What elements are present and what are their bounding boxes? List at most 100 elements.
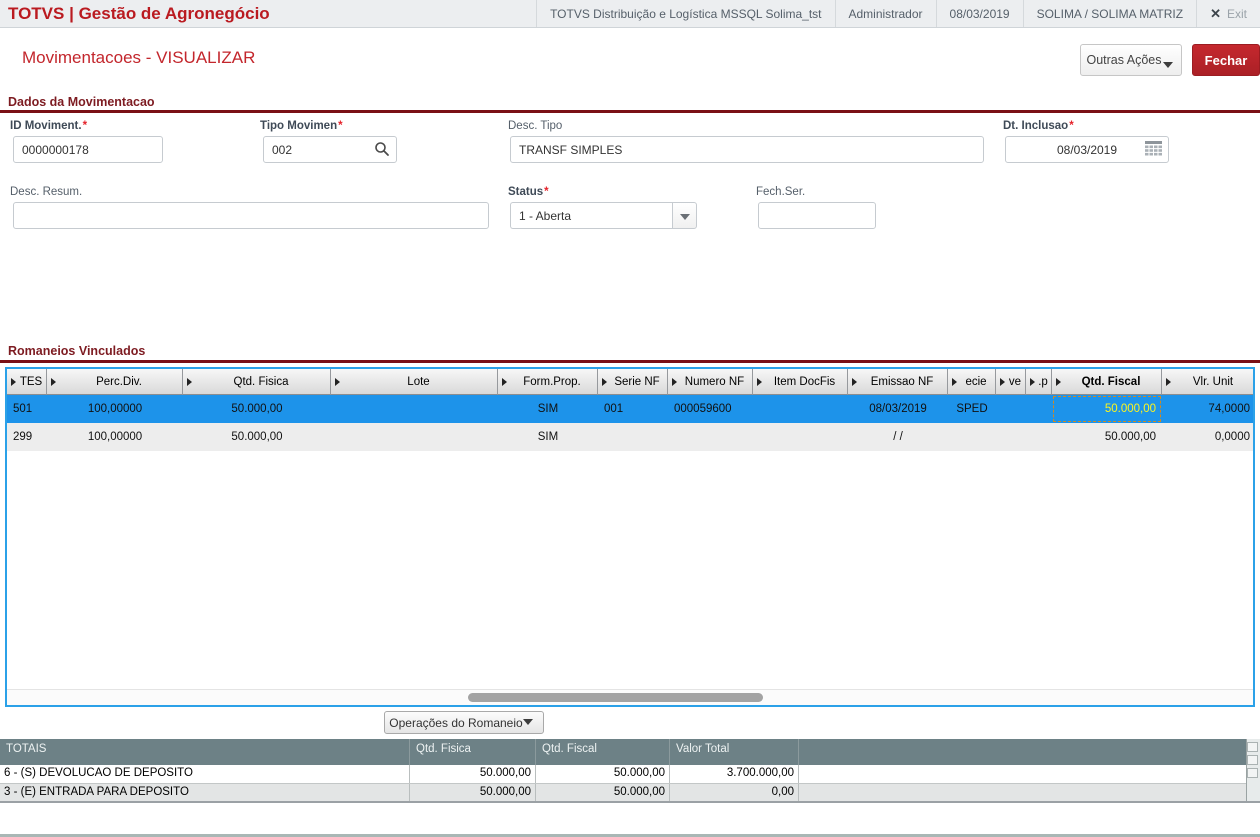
calendar-icon[interactable] xyxy=(1145,141,1162,161)
column-header-3[interactable]: Lote xyxy=(331,369,498,395)
field-status: Status xyxy=(508,186,697,229)
column-header-8[interactable]: Emissao NF xyxy=(848,369,948,395)
column-sort-arrow-icon xyxy=(757,377,762,386)
table-cell: 0,0000 xyxy=(1214,431,1250,443)
tipo-movimen-input[interactable] xyxy=(263,136,397,163)
column-header-12[interactable]: Qtd. Fiscal xyxy=(1052,369,1162,395)
scrollbar-button[interactable] xyxy=(1247,755,1258,765)
totals-header-row: TOTAIS Qtd. Fisica Qtd. Fiscal Valor Total xyxy=(0,739,1260,765)
column-sort-arrow-icon xyxy=(1000,377,1005,386)
field-fech-ser: Fech.Ser. xyxy=(756,186,876,229)
close-button[interactable]: Fechar xyxy=(1192,44,1260,76)
table-cell xyxy=(753,423,848,451)
other-actions-button[interactable]: Outras Ações xyxy=(1080,44,1182,76)
field-label: Dt. Inclusao xyxy=(1003,120,1169,132)
top-menu: TOTVS Distribuição e Logística MSSQL Sol… xyxy=(536,0,1260,27)
environment-label: TOTVS Distribuição e Logística MSSQL Sol… xyxy=(536,0,834,27)
column-header-label: Qtd. Fisica xyxy=(233,375,289,388)
id-moviment-input[interactable] xyxy=(13,136,163,163)
field-desc-resum: Desc. Resum. xyxy=(10,186,489,229)
status-dropdown-button[interactable] xyxy=(672,202,697,229)
top-bar: TOTVS | Gestão de Agronegócio TOTVS Dist… xyxy=(0,0,1260,28)
status-input[interactable] xyxy=(510,202,672,229)
page-title: Movimentacoes - VISUALIZAR xyxy=(22,48,256,67)
field-label: Fech.Ser. xyxy=(756,186,806,198)
table-cell: SIM xyxy=(537,431,559,443)
totals-table: TOTAIS Qtd. Fisica Qtd. Fiscal Valor Total … xyxy=(0,739,1260,803)
column-header-label: Serie NF xyxy=(614,375,660,388)
other-actions-label: Outras Ações xyxy=(1086,53,1162,67)
column-header-label: Emissao NF xyxy=(870,375,934,388)
column-header-label: .p xyxy=(1038,375,1048,388)
totals-value-cell: 0,00 xyxy=(670,784,799,802)
totals-column-header-4 xyxy=(799,739,1260,765)
totals-value-cell: 50.000,00 xyxy=(410,765,536,783)
totals-vertical-scrollbar[interactable] xyxy=(1246,739,1260,801)
column-header-9[interactable]: ecie xyxy=(948,369,996,395)
horizontal-scrollbar[interactable] xyxy=(7,689,1253,705)
window-bottom-edge xyxy=(0,834,1260,837)
chevron-down-icon xyxy=(680,214,690,220)
table-cell: 299 xyxy=(13,431,33,443)
totals-value-cell: 50.000,00 xyxy=(536,765,670,783)
table-cell: 100,00000 xyxy=(87,403,143,415)
scrollbar-thumb[interactable] xyxy=(468,693,763,702)
table-cell: SIM xyxy=(537,403,559,415)
romaneios-table: TES Perc.Div. Qtd. Fisica Lote Form.Prop. Ser… xyxy=(5,367,1255,707)
dt-inclusao-input[interactable] xyxy=(1005,136,1169,163)
field-label: ID Moviment. xyxy=(10,120,163,132)
table-cell: 74,0000 xyxy=(1208,403,1250,415)
status-combobox[interactable] xyxy=(510,202,697,229)
totals-filler-cell xyxy=(799,765,1260,783)
table-row[interactable]: 299 100,00000 50.000,00 SIM / / 50.000,00 0,00… xyxy=(7,423,1253,451)
chevron-down-icon xyxy=(1163,62,1173,68)
desc-tipo-input[interactable] xyxy=(510,136,984,163)
grid-header-row: TES Perc.Div. Qtd. Fisica Lote Form.Prop. Ser… xyxy=(7,369,1253,395)
user-menu[interactable]: Administrador xyxy=(834,0,936,27)
table-cell xyxy=(996,395,1026,423)
scrollbar-button[interactable] xyxy=(1247,742,1258,752)
column-header-6[interactable]: Numero NF xyxy=(668,369,753,395)
desc-resum-input[interactable] xyxy=(13,202,489,229)
column-header-2[interactable]: Qtd. Fisica xyxy=(183,369,331,395)
column-header-label: Item DocFis xyxy=(773,375,836,388)
system-date: 08/03/2019 xyxy=(935,0,1023,27)
scrollbar-button[interactable] xyxy=(1247,768,1258,778)
field-id-moviment: ID Moviment. xyxy=(10,120,163,163)
column-header-7[interactable]: Item DocFis xyxy=(753,369,848,395)
search-icon[interactable] xyxy=(374,141,390,162)
fech-ser-input[interactable] xyxy=(758,202,876,229)
totals-column-header-3: Valor Total xyxy=(670,739,799,765)
column-header-5[interactable]: Serie NF xyxy=(598,369,668,395)
table-cell xyxy=(1026,395,1052,423)
table-cell: 50.000,00 xyxy=(1052,395,1162,423)
column-header-10[interactable]: ve xyxy=(996,369,1026,395)
romaneio-operations-button[interactable]: Operações do Romaneio xyxy=(384,711,544,734)
totals-value-cell: 50.000,00 xyxy=(410,784,536,802)
column-header-label: Qtd. Fiscal xyxy=(1081,375,1141,388)
column-sort-arrow-icon xyxy=(187,377,192,386)
table-row[interactable]: 501 100,00000 50.000,00 SIM 001 000059600 08/0… xyxy=(7,395,1253,423)
section-title-dados: Dados da Movimentacao xyxy=(8,95,155,109)
column-header-13[interactable]: Vlr. Unit xyxy=(1162,369,1253,395)
field-label: Status xyxy=(508,186,697,198)
totals-value-cell: 3.700.000,00 xyxy=(670,765,799,783)
romaneio-operations-label: Operações do Romaneio xyxy=(389,715,523,730)
company-menu[interactable]: SOLIMA / SOLIMA MATRIZ xyxy=(1022,0,1196,27)
bottom-divider xyxy=(0,801,1260,803)
column-header-label: Vlr. Unit xyxy=(1192,375,1234,388)
totals-rows: 6 - (S) DEVOLUCAO DE DEPOSITO 50.000,00 50… xyxy=(0,765,1260,803)
column-header-4[interactable]: Form.Prop. xyxy=(498,369,598,395)
table-cell: 08/03/2019 xyxy=(869,403,927,415)
field-desc-tipo: Desc. Tipo xyxy=(508,120,984,163)
column-header-label: Lote xyxy=(407,375,430,388)
exit-button[interactable]: ✕ Exit xyxy=(1196,0,1260,27)
column-header-11[interactable]: .p xyxy=(1026,369,1052,395)
close-x-icon: ✕ xyxy=(1210,5,1221,21)
column-sort-arrow-icon xyxy=(502,377,507,386)
exit-label: Exit xyxy=(1226,6,1247,21)
table-cell: 50.000,00 xyxy=(231,431,283,443)
grid-rows: 501 100,00000 50.000,00 SIM 001 000059600 08/0… xyxy=(7,395,1253,451)
column-header-1[interactable]: Perc.Div. xyxy=(47,369,183,395)
column-header-0[interactable]: TES xyxy=(7,369,47,395)
